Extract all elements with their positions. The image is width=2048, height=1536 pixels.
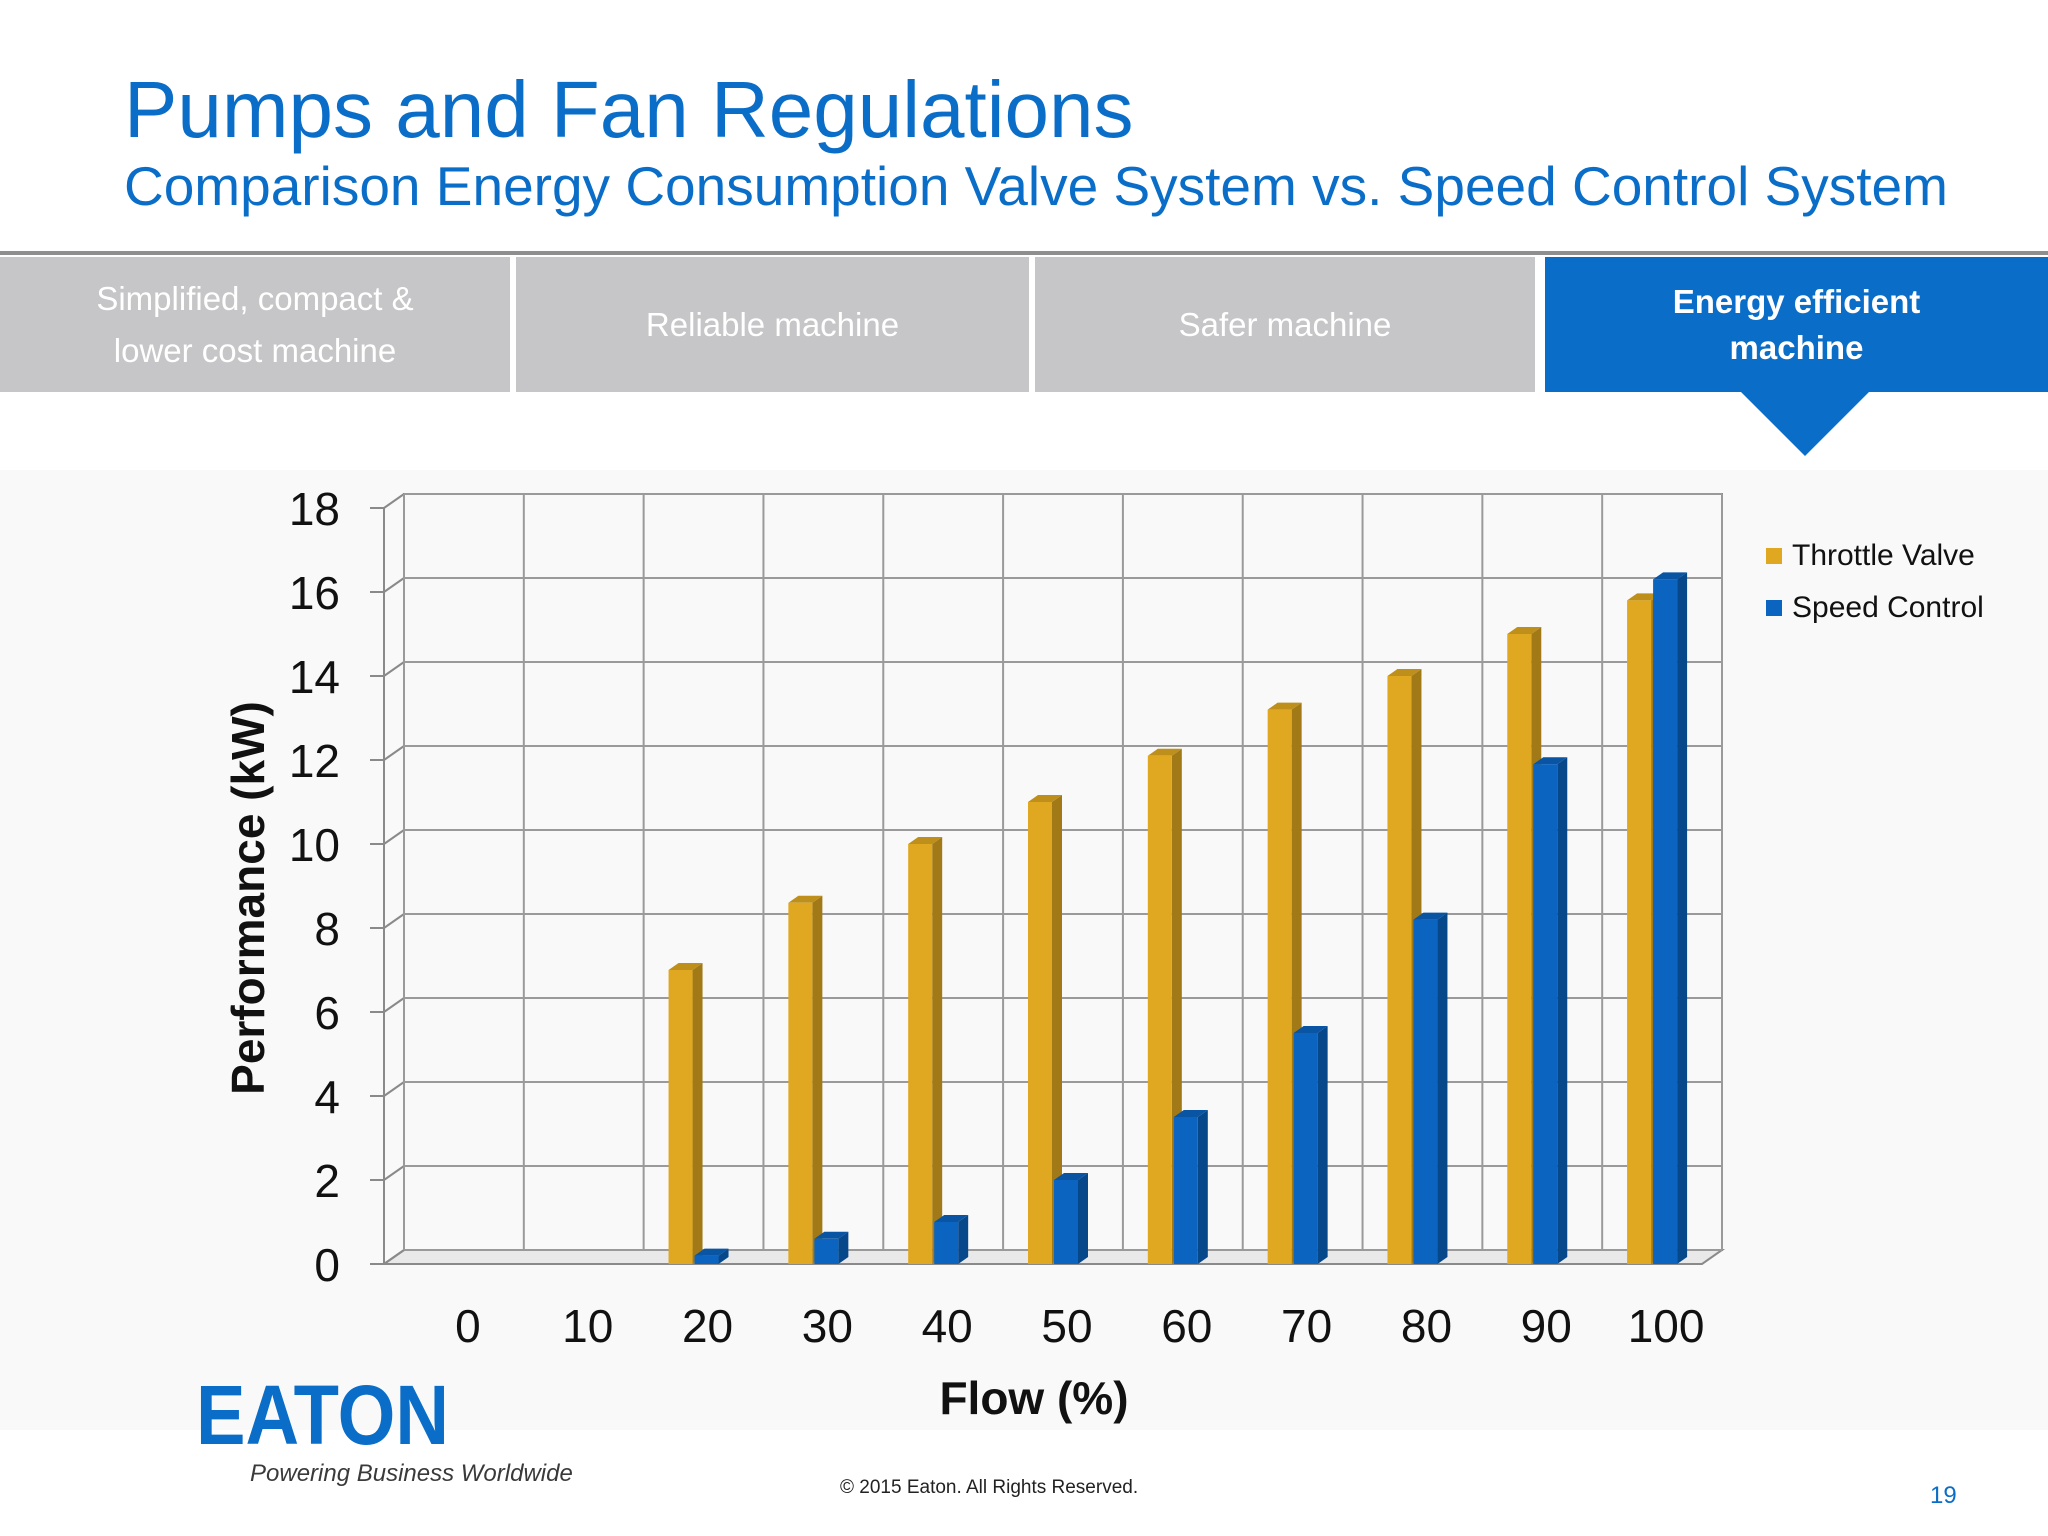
- legend-label: Throttle Valve: [1792, 539, 1975, 572]
- y-tick-label: 18: [289, 483, 340, 535]
- y-tick-connector: [383, 913, 405, 929]
- bar-speed-control: [694, 1248, 729, 1264]
- bar-speed-control: [934, 1215, 969, 1264]
- tab-label-line1: Simplified, compact &: [96, 279, 414, 317]
- header-divider: [0, 251, 2048, 255]
- bar-speed-control: [1293, 1026, 1328, 1264]
- y-tick-label: 16: [289, 567, 340, 619]
- y-tick-label: 6: [314, 987, 340, 1039]
- tab-energy-efficient: Energy efficient machine: [1545, 257, 2048, 392]
- bar-throttle-valve: [668, 963, 703, 1264]
- tab-label-line1: Energy efficient: [1672, 282, 1921, 320]
- y-axis-title: Performance (kW): [222, 701, 274, 1095]
- bar-throttle-valve: [908, 837, 943, 1264]
- legend-swatch: [1766, 548, 1782, 564]
- chart-area: 0 2 4 6 8 10 12 14 16 18 0 10 20 30 40 50 60 70 80 90 100 Flo…: [0, 470, 2048, 1430]
- active-tab-pointer: [1740, 391, 1870, 456]
- y-tick-label: 0: [314, 1239, 340, 1291]
- bar-speed-control: [1173, 1110, 1208, 1264]
- bar-speed-control: [814, 1231, 849, 1264]
- bar-throttle-valve: [788, 895, 823, 1264]
- x-tick-label: 30: [802, 1300, 853, 1352]
- x-axis-title: Flow (%): [939, 1372, 1128, 1424]
- x-tick-label: 50: [1041, 1300, 1092, 1352]
- x-tick-label: 40: [922, 1300, 973, 1352]
- tab-simplified-compact: Simplified, compact & lower cost machine: [0, 257, 510, 392]
- y-tick-label: 2: [314, 1155, 340, 1207]
- chart-legend: Throttle Valve Speed Control: [1766, 530, 1984, 634]
- tab-label-line2: lower cost machine: [113, 331, 397, 369]
- slide-subtitle: Comparison Energy Consumption Valve Syst…: [124, 155, 1948, 217]
- y-tick-label: 12: [289, 735, 340, 787]
- x-tick-label: 80: [1401, 1300, 1452, 1352]
- logo-tagline: Powering Business Worldwide: [250, 1460, 573, 1487]
- y-tick-label: 14: [289, 651, 340, 703]
- tab-label: Reliable machine: [645, 305, 900, 343]
- bar-speed-control: [1054, 1173, 1088, 1264]
- y-tick-connector: [383, 1249, 405, 1265]
- y-tick-connector: [383, 1165, 405, 1181]
- y-tick-connector: [383, 745, 405, 761]
- logo-text: EATON: [196, 1382, 449, 1448]
- x-tick-label: 60: [1161, 1300, 1212, 1352]
- y-tick-label: 8: [314, 903, 340, 955]
- y-tick-connector: [383, 577, 405, 593]
- eaton-logo: EATON: [196, 1382, 449, 1448]
- tab-reliable-machine: Reliable machine: [516, 257, 1029, 392]
- tab-label: Safer machine: [1178, 305, 1392, 343]
- tab-label-line2: machine: [1729, 328, 1864, 366]
- copyright-notice: © 2015 Eaton. All Rights Reserved.: [840, 1477, 1139, 1498]
- x-tick-label: 90: [1521, 1300, 1572, 1352]
- y-tick-label: 4: [314, 1071, 340, 1123]
- legend-item-speed-control: Speed Control: [1766, 582, 1984, 634]
- y-tick-connector: [383, 493, 405, 509]
- y-tick-connector: [383, 829, 405, 845]
- x-tick-label: 20: [682, 1300, 733, 1352]
- y-tick-connector: [383, 661, 405, 677]
- legend-label: Speed Control: [1792, 591, 1984, 624]
- y-tick-label: 10: [289, 819, 340, 871]
- x-tick-label: 10: [562, 1300, 613, 1352]
- tab-safer-machine: Safer machine: [1035, 257, 1535, 392]
- slide-title: Pumps and Fan Regulations: [124, 65, 1134, 154]
- legend-item-throttle-valve: Throttle Valve: [1766, 530, 1984, 582]
- y-tick-connector: [383, 997, 405, 1013]
- x-tick-label: 70: [1281, 1300, 1332, 1352]
- x-tick-label: 0: [455, 1300, 481, 1352]
- bar-throttle-valve: [1028, 795, 1062, 1264]
- page-number: 19: [1930, 1482, 1957, 1509]
- bar-chart: 0 2 4 6 8 10 12 14 16 18 0 10 20 30 40 50 60 70 80 90 100 Flo…: [222, 483, 1726, 1424]
- bar-speed-control: [1413, 912, 1448, 1264]
- y-tick-connector: [383, 1081, 405, 1097]
- x-tick-label: 100: [1628, 1300, 1705, 1352]
- legend-swatch: [1766, 600, 1782, 616]
- bar-speed-control: [1533, 757, 1568, 1264]
- bar-speed-control: [1653, 572, 1688, 1264]
